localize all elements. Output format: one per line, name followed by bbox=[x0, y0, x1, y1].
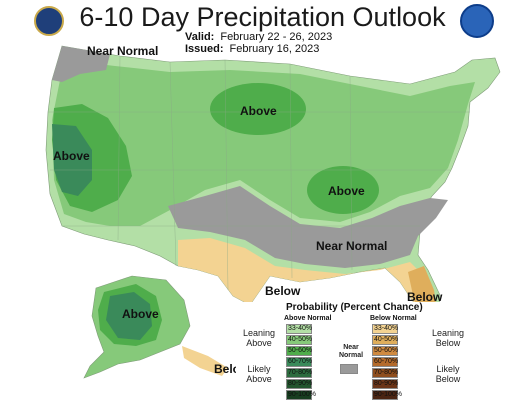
legend-below-bin-label: 33-40% bbox=[374, 325, 399, 332]
legend-below-bin-swatch bbox=[372, 379, 398, 389]
label-above-north: Above bbox=[240, 104, 277, 118]
label-above-alaska: Above bbox=[122, 307, 159, 321]
legend-above-bin-label: 60-70% bbox=[288, 358, 313, 365]
legend-above-bin-label: 50-60% bbox=[288, 347, 313, 354]
legend-below-bin-label: 40-50% bbox=[374, 336, 399, 343]
legend-below-bin-swatch bbox=[372, 357, 398, 367]
below-33-40-region bbox=[178, 238, 438, 322]
legend-above-header: Above Normal bbox=[284, 315, 332, 322]
issued-date: February 16, 2023 bbox=[229, 43, 320, 55]
legend-above-bin-label: 70-80% bbox=[288, 369, 313, 376]
above-50-60-north bbox=[210, 83, 306, 135]
legend-above-bin-swatch bbox=[286, 390, 312, 400]
legend-above-bin-label: 40-50% bbox=[288, 336, 313, 343]
near-normal-nw bbox=[52, 46, 110, 82]
issued-label: Issued: bbox=[185, 43, 224, 55]
near-normal-band bbox=[168, 186, 448, 268]
legend-below-bin-label: 70-80% bbox=[374, 369, 399, 376]
legend-above-bin-swatch bbox=[286, 346, 312, 356]
legend-above-bin-swatch bbox=[286, 357, 312, 367]
legend-likely-above: Likely Above bbox=[246, 364, 272, 384]
legend-below-bin-label: 50-60% bbox=[374, 347, 399, 354]
label-above-midwest: Above bbox=[328, 184, 365, 198]
label-near-normal-nw: Near Normal bbox=[87, 44, 159, 58]
legend-near-swatch bbox=[340, 364, 358, 374]
legend-below-bin-swatch bbox=[372, 390, 398, 400]
legend: Probability (Percent Chance) Above Norma… bbox=[236, 302, 471, 402]
legend-below-bin-label: 60-70% bbox=[374, 358, 399, 365]
legend-above-bin-swatch bbox=[286, 324, 312, 334]
legend-below-bin-label: 90-100% bbox=[374, 391, 403, 398]
state-lines bbox=[48, 55, 470, 291]
valid-dates: February 22 - 26, 2023 bbox=[220, 31, 333, 43]
legend-near-header: Near Normal bbox=[338, 344, 364, 359]
alaska-above-60-70 bbox=[106, 292, 152, 340]
issued-line: Issued: February 16, 2023 bbox=[185, 43, 319, 55]
legend-above-bin-label: 33-40% bbox=[288, 325, 313, 332]
label-below-florida: Below bbox=[407, 290, 443, 304]
valid-label: Valid: bbox=[185, 31, 215, 43]
above-60-70-west bbox=[52, 124, 92, 196]
legend-title: Probability (Percent Chance) bbox=[286, 302, 423, 313]
legend-below-bin-swatch bbox=[372, 346, 398, 356]
legend-above-bin-swatch bbox=[286, 368, 312, 378]
legend-below-bin-swatch bbox=[372, 324, 398, 334]
alaska-panhandle-below bbox=[182, 346, 228, 376]
label-above-west: Above bbox=[53, 149, 90, 163]
legend-below-header: Below Normal bbox=[370, 315, 417, 322]
page-title: 6-10 Day Precipitation Outlook bbox=[79, 2, 446, 32]
label-near-normal-south: Near Normal bbox=[316, 239, 388, 253]
legend-above-bin-label: 80-90% bbox=[288, 380, 313, 387]
legend-above-bin-label: 90-100% bbox=[288, 391, 317, 398]
noaa-logo-icon bbox=[460, 4, 494, 38]
noaa-seal-icon bbox=[34, 6, 64, 36]
legend-likely-below: Likely Below bbox=[435, 364, 461, 384]
legend-leaning-below: Leaning Below bbox=[431, 328, 465, 348]
legend-below-bin-label: 80-90% bbox=[374, 380, 399, 387]
legend-above-bin-swatch bbox=[286, 379, 312, 389]
legend-leaning-above: Leaning Above bbox=[242, 328, 276, 348]
label-below-texas: Below bbox=[265, 284, 301, 298]
legend-above-bin-swatch bbox=[286, 335, 312, 345]
legend-below-bin-swatch bbox=[372, 368, 398, 378]
above-50-60-midwest bbox=[307, 166, 379, 214]
legend-below-bin-swatch bbox=[372, 335, 398, 345]
valid-line: Valid: February 22 - 26, 2023 bbox=[185, 31, 332, 43]
